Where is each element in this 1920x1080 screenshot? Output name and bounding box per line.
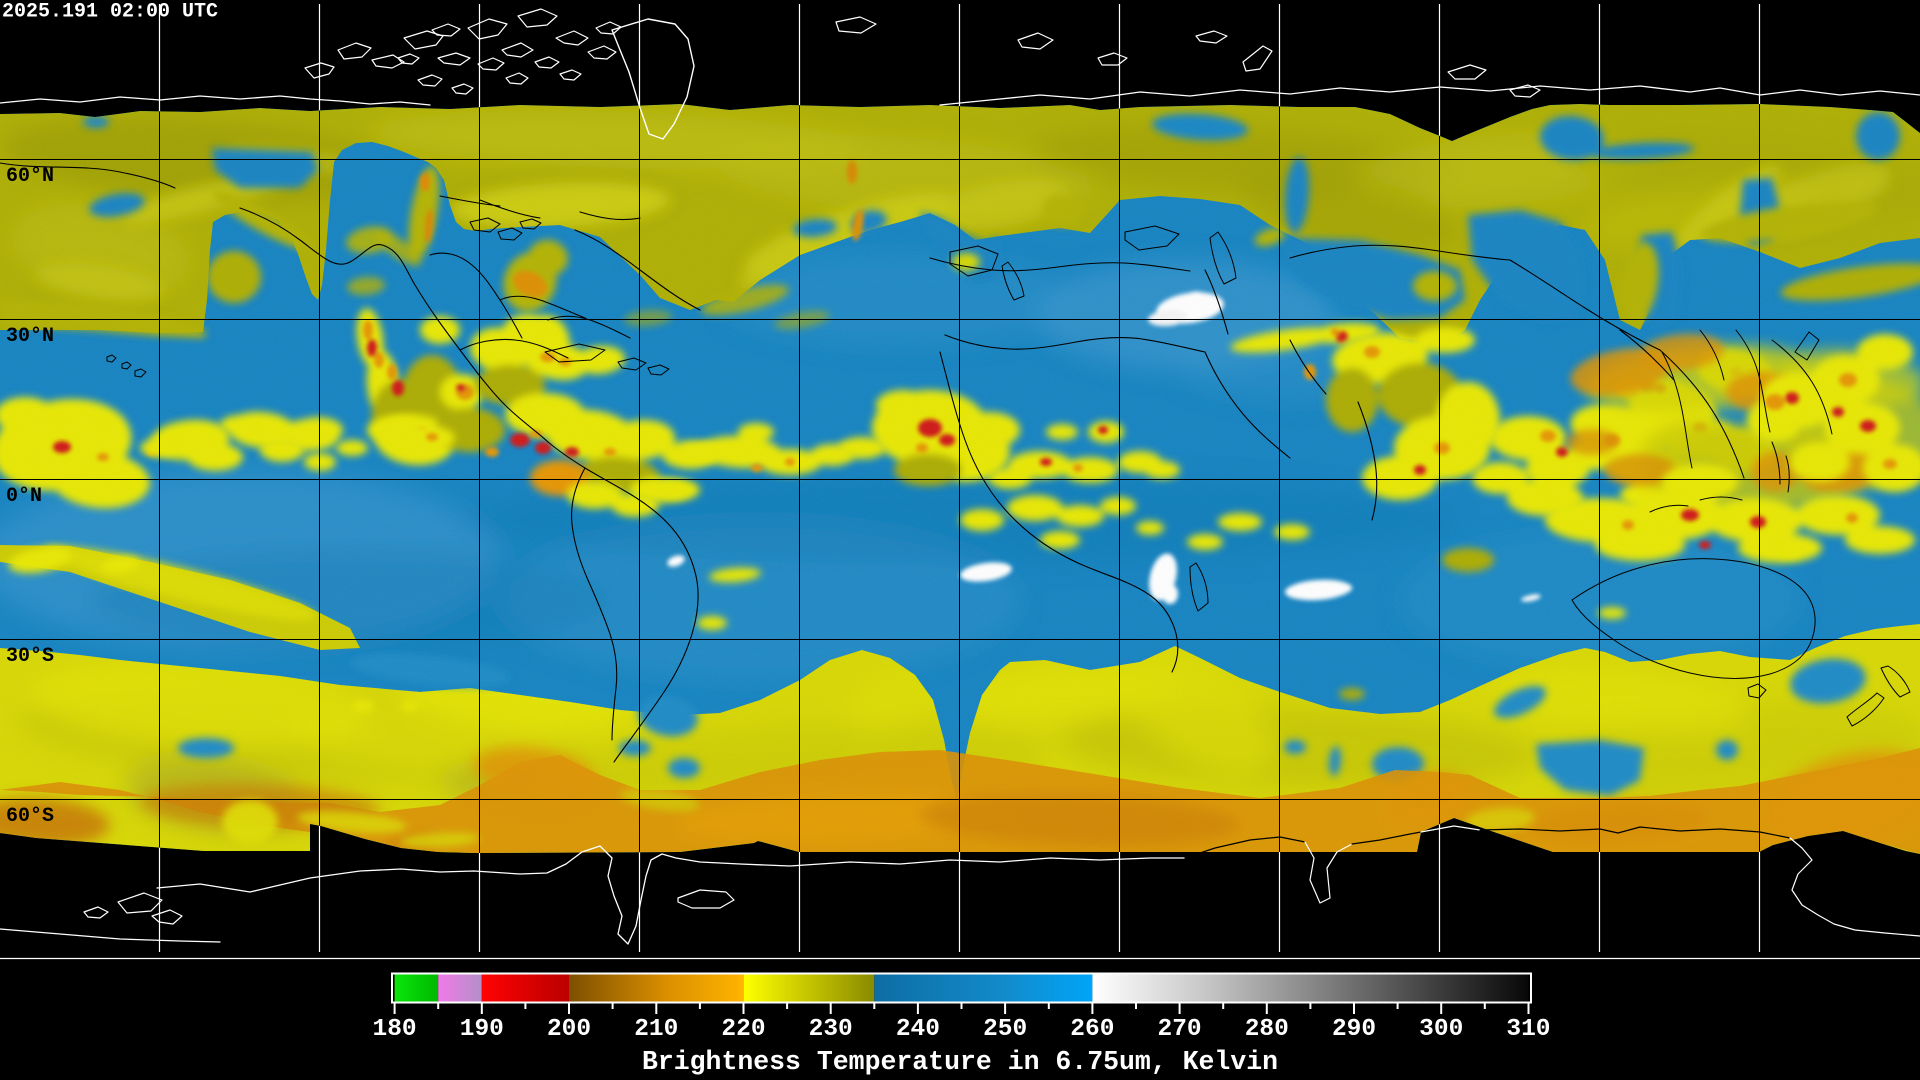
svg-text:30°N: 30°N	[6, 325, 54, 348]
svg-text:60°S: 60°S	[6, 805, 54, 828]
svg-text:240: 240	[896, 1016, 940, 1043]
svg-text:250: 250	[983, 1016, 1027, 1043]
svg-text:280: 280	[1245, 1016, 1289, 1043]
svg-text:310: 310	[1506, 1016, 1550, 1043]
svg-text:Brightness Temperature in 6.75: Brightness Temperature in 6.75um, Kelvin	[642, 1047, 1278, 1077]
svg-text:60°N: 60°N	[6, 165, 54, 188]
svg-text:210: 210	[634, 1016, 678, 1043]
svg-text:260: 260	[1070, 1016, 1114, 1043]
svg-text:180: 180	[373, 1016, 417, 1043]
svg-text:270: 270	[1158, 1016, 1202, 1043]
svg-text:2025.191 02:00 UTC: 2025.191 02:00 UTC	[2, 1, 218, 24]
svg-text:230: 230	[809, 1016, 853, 1043]
svg-text:200: 200	[547, 1016, 591, 1043]
svg-text:0°N: 0°N	[6, 485, 42, 508]
svg-text:190: 190	[460, 1016, 504, 1043]
svg-text:220: 220	[721, 1016, 765, 1043]
svg-text:300: 300	[1419, 1016, 1463, 1043]
svg-text:30°S: 30°S	[6, 645, 54, 668]
svg-text:290: 290	[1332, 1016, 1376, 1043]
